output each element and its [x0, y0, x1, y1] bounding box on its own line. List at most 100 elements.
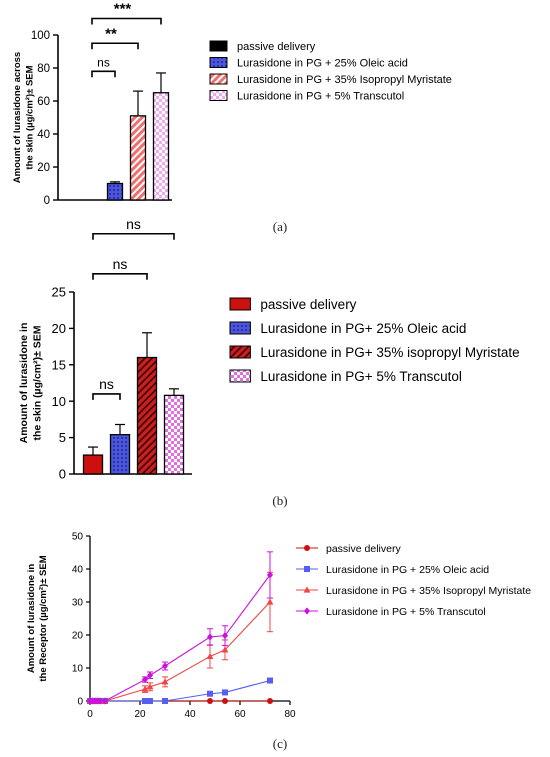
panel-c-data-point-3 — [162, 662, 168, 670]
panel-c-y-tick-label: 0 — [77, 697, 83, 708]
panel-c-data-point-1 — [162, 698, 168, 704]
panel-b-significance-bracket-0 — [92, 393, 121, 400]
panel-c-data-point-3 — [267, 571, 273, 579]
panel-c-y-tick-label: 20 — [72, 631, 84, 642]
panel-b-legend-label-0: passive delivery — [260, 297, 356, 312]
panel-c-x-tick-label: 80 — [284, 709, 296, 720]
panel-c-y-axis-label: Amount of lurasidone inthe Receptor (µg/… — [26, 555, 49, 681]
panel-a-bar-2 — [129, 115, 147, 201]
panel-c-x-tick-label: 20 — [134, 709, 146, 720]
panel-b-significance-label-1: ns — [113, 256, 128, 272]
panel-c-x-tick-label: 40 — [184, 709, 196, 720]
panel-b-legend-swatch-1 — [229, 321, 251, 335]
panel-b-bar-3 — [163, 394, 185, 475]
panel-c-x-tick-label: 0 — [87, 709, 93, 720]
panel-c-data-point-0 — [267, 698, 273, 704]
panel-c-data-point-1 — [267, 677, 273, 684]
panel-a-y-tick-label: 40 — [37, 129, 50, 141]
panel-b-significance-label-2: ns — [126, 216, 141, 232]
panel-c-y-tick-label: 10 — [72, 664, 84, 675]
panel-c-data-point-3 — [102, 697, 108, 705]
panel-a-legend-swatch-1 — [209, 57, 228, 68]
panel-c-data-point-1 — [207, 690, 213, 697]
panel-c-data-point-2 — [221, 646, 229, 653]
panel-c-line-chart: Amount of lurasidone inthe Receptor (µg/… — [26, 532, 531, 721]
panel-a-y-tick-label: 100 — [31, 30, 50, 42]
panel-a-y-axis-label-line2: the skin (µg/cm²)± SEM — [25, 65, 36, 169]
panel-b-y-tick-label: 20 — [52, 321, 66, 336]
panel-b-legend-label-1: Lurasidone in PG+ 25% Oleic acid — [260, 321, 466, 336]
panel-c-data-point-0 — [207, 698, 213, 704]
panel-a-significance-bracket-0 — [91, 70, 116, 78]
panel-c-x-tick-label: 60 — [234, 709, 246, 720]
panel-c-data-point-2 — [206, 652, 214, 660]
panel-c-y-tick-label: 50 — [72, 532, 84, 543]
panel-a-legend-label-0: passive delivery — [237, 41, 316, 53]
panel-c-legend-marker-2 — [303, 586, 311, 593]
panel-a-y-tick-label: 80 — [37, 63, 50, 75]
panel-b-bar-2 — [136, 356, 158, 475]
panel-c-series-line-2 — [90, 601, 271, 702]
panel-a-significance-label-0: ns — [97, 55, 110, 69]
panel-b-legend-label-2: Lurasidone in PG+ 35% isopropyl Myristat… — [260, 345, 519, 360]
panel-a-legend-swatch-2 — [209, 73, 228, 85]
panel-a-y-tick-label: 60 — [37, 96, 50, 108]
panel-b-y-tick-label: 25 — [52, 285, 66, 300]
panel-c-data-point-1 — [142, 698, 148, 704]
panel-b-y-axis-label-line2: the skin (µg/cm²)± SEM — [32, 325, 44, 440]
panel-a-bar-3 — [152, 92, 170, 201]
panel-c-data-point-0 — [222, 698, 228, 704]
panel-c-data-point-1 — [147, 698, 153, 704]
panel-c-y-tick-label: 40 — [72, 565, 84, 576]
panel-c-data-point-2 — [146, 683, 154, 690]
panel-b-y-axis-label-line1: Amount of lurasidone in — [18, 323, 30, 444]
panel-a-y-tick-label: 0 — [44, 195, 50, 207]
panel-c-data-point-2 — [141, 685, 149, 692]
panel-c-legend-marker-0 — [304, 545, 310, 551]
panel-c-legend-label-1: Lurasidone in PG + 25% Oleic acid — [326, 564, 489, 576]
panel-c-legend-label-3: Lurasidone in PG + 5% Transcutol — [326, 606, 486, 618]
panel-a-y-axis-label-line1: Amount of lurasidone across — [12, 52, 23, 183]
panel-b-y-axis-label: Amount of lurasidone in the skin (µg/cm²)… — [18, 323, 44, 444]
panel-a-legend-swatch-0 — [209, 40, 228, 52]
panel-b-y-tick-label: 0 — [59, 467, 66, 482]
panel-a-bar-chart: Amount of lurasidone across the skin (µg/… — [12, 1, 452, 208]
panel-b-legend-swatch-3 — [229, 369, 251, 383]
panel-a-significance-label-2: *** — [114, 1, 132, 18]
panel-c-label: (c) — [273, 736, 287, 751]
panel-a-significance-bracket-2 — [91, 17, 162, 25]
panel-a-legend-label-1: Lurasidone in PG + 25% Oleic acid — [237, 57, 408, 69]
panel-b-legend-swatch-2 — [229, 345, 251, 359]
panel-c-data-point-3 — [207, 633, 213, 641]
panel-a-significance-bracket-1 — [91, 42, 139, 50]
panel-c-data-point-3 — [142, 675, 148, 684]
panel-b-significance-bracket-2 — [92, 232, 175, 240]
panel-c-legend-marker-3 — [304, 607, 310, 615]
panel-c-data-point-2 — [161, 678, 169, 685]
panel-b-y-tick-label: 10 — [52, 394, 66, 409]
panel-a-label: (a) — [273, 219, 287, 234]
panel-b-label: (b) — [272, 493, 287, 508]
panel-a-significance-label-1: ** — [105, 25, 117, 42]
panel-c-y-tick-label: 30 — [72, 598, 84, 609]
panel-a-y-axis-label: Amount of lurasidone across the skin (µg/… — [12, 52, 36, 183]
panel-b-y-tick-label: 5 — [59, 430, 66, 445]
panel-a-legend-label-2: Lurasidone in PG + 35% Isopropyl Myrista… — [237, 74, 452, 86]
panel-b-bar-1 — [109, 434, 131, 475]
panel-a-y-tick-label: 20 — [37, 162, 50, 174]
panel-c-data-point-1 — [222, 689, 228, 696]
panel-c-y-axis-label-line1: Amount of lurasidone in — [26, 564, 37, 673]
panel-c-data-point-3 — [147, 671, 153, 679]
panel-b-y-tick-label: 15 — [52, 357, 66, 372]
panel-c-y-axis-label-line2: the Receptor (µg/cm²)± SEM — [38, 555, 49, 681]
panel-b-bar-0 — [82, 454, 104, 475]
panel-c-legend-marker-1 — [304, 566, 310, 572]
panel-b-bar-chart: Amount of lurasidone in the skin (µg/cm²)… — [18, 216, 520, 482]
panel-b-significance-bracket-1 — [92, 273, 148, 280]
panel-c-data-point-3 — [222, 632, 228, 640]
panel-c-series-line-3 — [90, 574, 271, 702]
panel-a-bar-1 — [106, 182, 124, 201]
panel-c-data-point-2 — [266, 598, 274, 605]
panel-a-legend-label-3: Lurasidone in PG + 5% Transcutol — [237, 90, 404, 102]
